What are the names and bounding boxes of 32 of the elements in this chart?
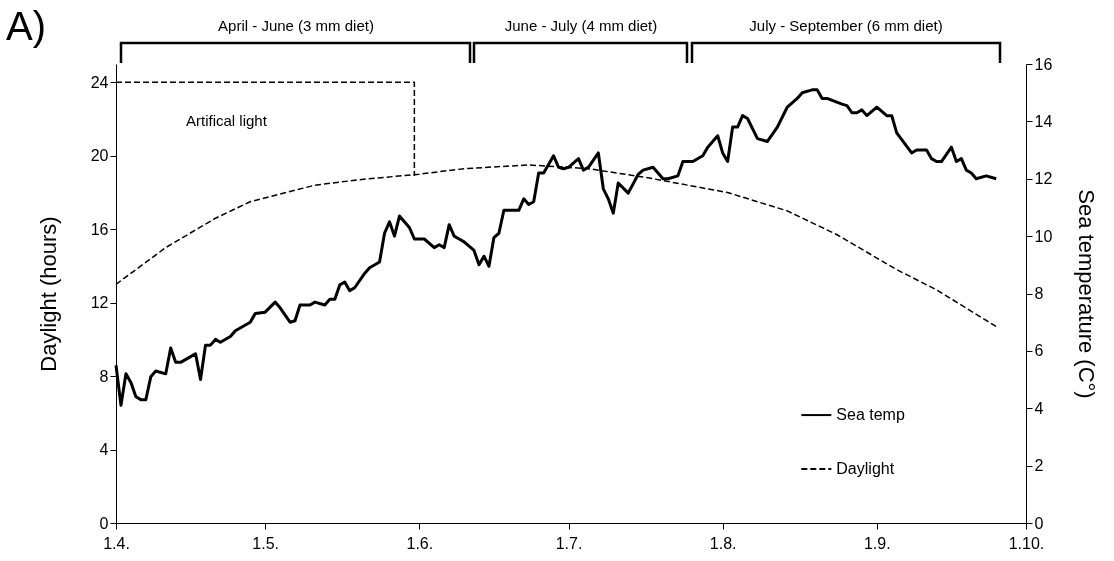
- x-tick-label: 1.7.: [555, 534, 583, 552]
- y2-tick-label: 2: [1034, 457, 1044, 475]
- annotation: Artifical light: [186, 112, 268, 129]
- y-tick-label: 20: [90, 147, 109, 165]
- text: A): [6, 4, 46, 48]
- text: April - June (3 mm diet): [218, 17, 374, 34]
- x-tick-label: 1.4.: [103, 534, 130, 552]
- x-tick-label: 1.9.: [863, 534, 891, 552]
- legend-label: Daylight: [836, 460, 895, 478]
- x-tick-label: 1.10.: [1008, 534, 1045, 552]
- legend-label: Sea temp: [836, 406, 905, 424]
- y-tick-label: 16: [90, 220, 109, 238]
- y2-axis-title: Sea temperature (C°): [1074, 189, 1100, 399]
- x-tick-label: 1.5.: [252, 534, 280, 552]
- y-tick-label: 4: [99, 441, 109, 459]
- y2-tick-label: 16: [1034, 55, 1053, 73]
- y-tick-label: 24: [90, 73, 109, 91]
- y-tick-label: 0: [99, 514, 109, 532]
- y2-tick-label: 12: [1034, 170, 1053, 188]
- x-tick-label: 1.6.: [406, 534, 434, 552]
- y-axis-title: Daylight (hours): [35, 216, 61, 372]
- y2-tick-label: 4: [1034, 399, 1044, 417]
- y2-tick-label: 0: [1034, 514, 1044, 532]
- text: July - September (6 mm diet): [749, 17, 943, 34]
- y2-tick-label: 14: [1034, 112, 1053, 130]
- y-tick-label: 8: [99, 367, 109, 385]
- x-tick-label: 1.8.: [709, 534, 737, 552]
- y2-tick-label: 10: [1034, 227, 1053, 245]
- y2-tick-label: 8: [1034, 285, 1044, 302]
- text: June - July (4 mm diet): [504, 17, 658, 34]
- y-tick-label: 12: [90, 294, 109, 312]
- y2-tick-label: 6: [1034, 342, 1044, 360]
